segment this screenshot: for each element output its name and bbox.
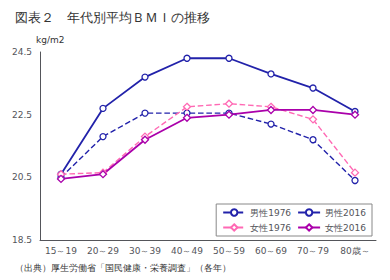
svg-text:60～69: 60～69 (255, 246, 287, 256)
svg-text:40～49: 40～49 (171, 246, 203, 256)
svg-text:24.5: 24.5 (12, 47, 32, 57)
svg-text:15～19: 15～19 (45, 246, 77, 256)
svg-text:男性1976: 男性1976 (250, 208, 291, 218)
svg-text:20.5: 20.5 (12, 172, 32, 182)
svg-text:70～79: 70～79 (297, 246, 329, 256)
svg-text:20～29: 20～29 (87, 246, 119, 256)
svg-text:（出典）厚生労働省「国民健康・栄養調査」（各年）: （出典）厚生労働省「国民健康・栄養調査」（各年） (15, 263, 231, 273)
svg-text:図表２ 年代別平均ＢＭＩの推移: 図表２ 年代別平均ＢＭＩの推移 (15, 10, 210, 25)
svg-text:30～39: 30～39 (129, 246, 161, 256)
svg-text:18.5: 18.5 (12, 235, 32, 245)
svg-text:女性2016: 女性2016 (325, 223, 366, 233)
svg-text:kg/m2: kg/m2 (36, 35, 64, 45)
svg-text:80歳～: 80歳～ (340, 246, 369, 256)
svg-text:女性1976: 女性1976 (250, 223, 291, 233)
svg-text:50～59: 50～59 (213, 246, 245, 256)
svg-text:22.5: 22.5 (12, 110, 32, 120)
svg-text:男性2016: 男性2016 (325, 208, 366, 218)
